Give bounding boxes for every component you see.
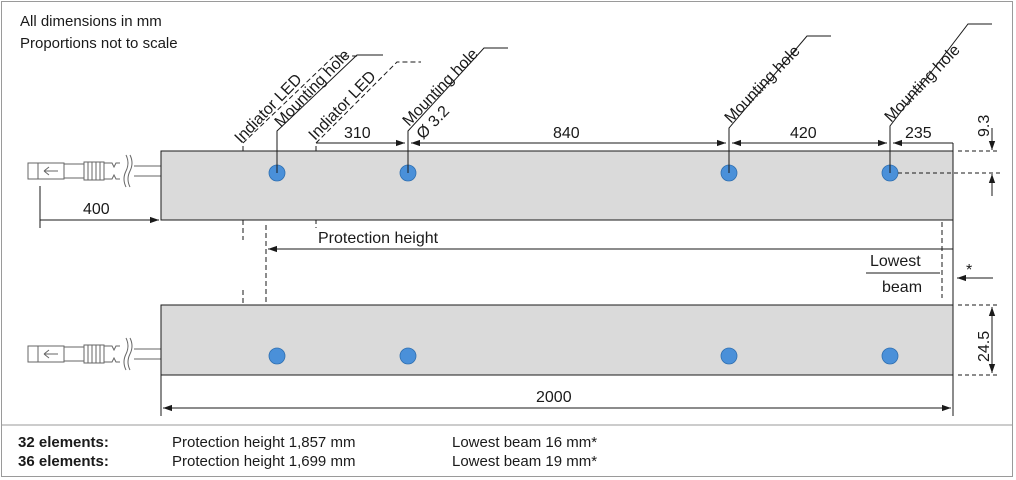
mount-4-leader xyxy=(889,23,992,173)
mounting-hole-7 xyxy=(720,347,738,365)
footer-row-1-protection: Protection height 1,857 mm xyxy=(172,434,355,451)
led-right-leader xyxy=(315,61,421,151)
dim-24-5-lines xyxy=(958,304,1000,376)
dim-9-3: 9.3 xyxy=(976,115,993,137)
dim-2000-lines xyxy=(160,375,954,416)
connector-bottom xyxy=(27,337,161,371)
beam-label: beam xyxy=(882,279,922,296)
footer-row-1-elements: 32 elements: xyxy=(18,434,109,451)
lowest-label: Lowest xyxy=(870,253,921,270)
dim-400-lines xyxy=(39,186,159,228)
dim-9-3-lines xyxy=(898,128,1000,196)
mount-1-leader xyxy=(276,54,383,173)
top-dimension-chain xyxy=(316,139,954,151)
sensor-bar-top xyxy=(160,150,954,221)
dim-310: 310 xyxy=(344,125,371,142)
mounting-hole-3-label: Mounting hole xyxy=(722,43,804,127)
mount-2-leader xyxy=(407,47,508,173)
mounting-hole-5 xyxy=(268,347,286,365)
dim-2000: 2000 xyxy=(536,389,572,406)
mounting-hole-6 xyxy=(399,347,417,365)
footer-row-1-beam: Lowest beam 16 mm* xyxy=(452,434,597,451)
dim-840: 840 xyxy=(553,125,580,142)
mounting-hole-4-label: Mounting hole xyxy=(882,42,964,126)
footer-row-2-protection: Protection height 1,699 mm xyxy=(172,453,355,470)
asterisk-label: * xyxy=(966,262,972,279)
sensor-bar-bottom xyxy=(160,304,954,376)
dim-235: 235 xyxy=(905,125,932,142)
connector-top xyxy=(27,154,161,188)
footer-row-2-beam: Lowest beam 19 mm* xyxy=(452,453,597,470)
led-left-leader xyxy=(242,55,360,151)
protection-height-label: Protection height xyxy=(318,230,439,247)
leaders xyxy=(242,23,992,173)
units-note: All dimensions in mm xyxy=(20,13,162,30)
mounting-holes-bottom xyxy=(268,347,899,365)
dim-24-5: 24.5 xyxy=(976,331,993,362)
dim-400: 400 xyxy=(83,201,110,218)
scale-note: Proportions not to scale xyxy=(20,35,178,52)
dim-420: 420 xyxy=(790,125,817,142)
middle-lines xyxy=(242,220,993,305)
mounting-hole-8 xyxy=(881,347,899,365)
footer-row-2-elements: 36 elements: xyxy=(18,453,109,470)
mount-3-leader xyxy=(728,35,831,173)
